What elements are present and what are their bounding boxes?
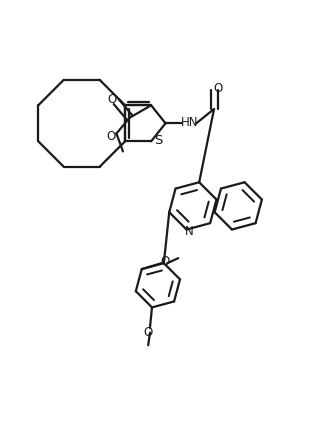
Text: N: N — [185, 224, 194, 237]
Text: O: O — [106, 130, 115, 142]
Text: O: O — [160, 255, 169, 268]
Text: S: S — [154, 134, 162, 147]
Text: O: O — [144, 326, 153, 339]
Text: O: O — [213, 82, 222, 95]
Text: HN: HN — [181, 116, 198, 129]
Text: O: O — [108, 93, 117, 106]
